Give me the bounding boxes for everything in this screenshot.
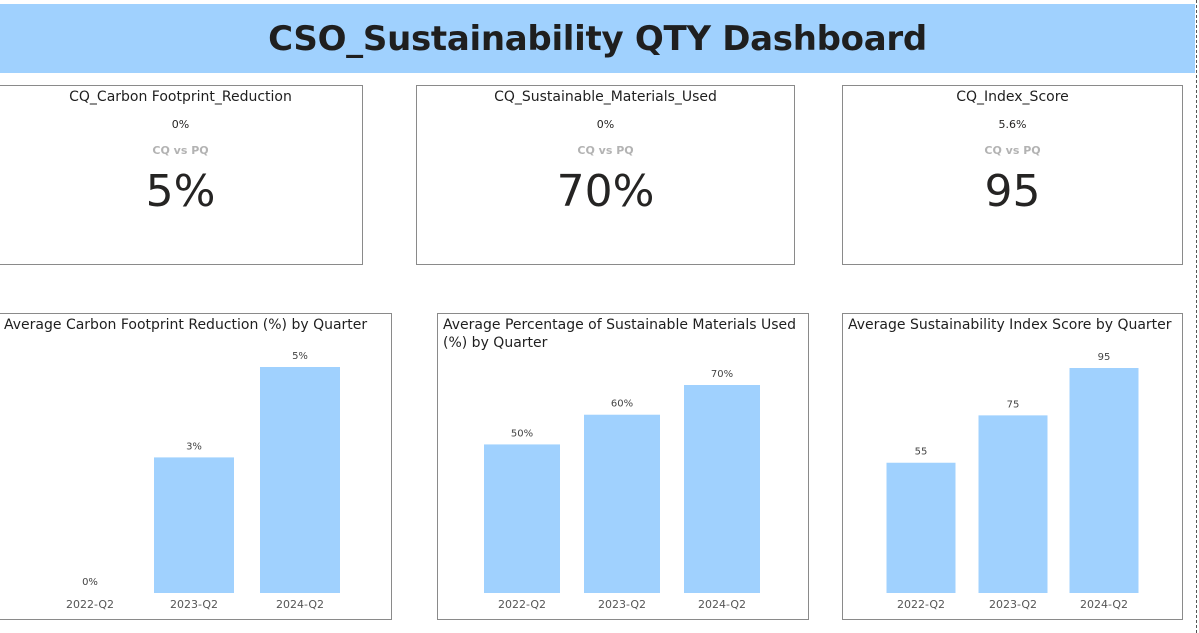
x-tick-label: 2024-Q2	[276, 598, 324, 611]
x-tick-label: 2024-Q2	[698, 598, 746, 611]
kpi-change: 0%	[171, 118, 190, 131]
bar-2024-Q2[interactable]	[1069, 368, 1139, 593]
kpi-value: 5%	[145, 166, 216, 217]
data-label: 50%	[511, 428, 533, 439]
bar-2024-Q2[interactable]	[260, 367, 340, 593]
kpi-comparison-label: CQ vs PQ	[577, 144, 634, 157]
chart-carbon-footprint[interactable]: Average Carbon Footprint Reduction (%) b…	[0, 313, 392, 620]
chart-index-score[interactable]: Average Sustainability Index Score by Qu…	[842, 313, 1183, 620]
kpi-card-sustainable-materials[interactable]: CQ_Sustainable_Materials_Used 0% CQ vs P…	[416, 85, 795, 265]
bar-2023-Q2[interactable]	[154, 457, 234, 593]
kpi-comparison-label: CQ vs PQ	[984, 144, 1041, 157]
x-tick-label: 2023-Q2	[170, 598, 218, 611]
kpi-value: 95	[984, 166, 1041, 217]
chart-plot: 55 2022-Q2 75 2023-Q2 95 2024-Q2	[886, 352, 1139, 611]
data-label: 75	[1007, 399, 1020, 410]
bar-2024-Q2[interactable]	[684, 385, 760, 593]
chart-title: Average Carbon Footprint Reduction (%) b…	[4, 317, 368, 333]
data-label: 0%	[82, 577, 98, 588]
bar-2022-Q2[interactable]	[484, 444, 560, 593]
kpi-change: 5.6%	[998, 118, 1027, 131]
chart-plot: 0% 2022-Q2 3% 2023-Q2 5% 2024-Q2	[66, 351, 340, 611]
x-tick-label: 2023-Q2	[989, 598, 1037, 611]
dashboard-title: CSO_Sustainability QTY Dashboard	[268, 18, 927, 59]
x-tick-label: 2022-Q2	[498, 598, 546, 611]
data-label: 70%	[711, 369, 733, 380]
data-label: 55	[915, 447, 928, 458]
bar-2023-Q2[interactable]	[978, 415, 1048, 593]
kpi-card-carbon-footprint[interactable]: CQ_Carbon Footprint_Reduction 0% CQ vs P…	[0, 85, 363, 265]
x-tick-label: 2024-Q2	[1080, 598, 1128, 611]
chart-plot: 50% 2022-Q2 60% 2023-Q2 70% 2024-Q2	[484, 369, 760, 611]
data-label: 5%	[292, 351, 308, 362]
x-tick-label: 2023-Q2	[598, 598, 646, 611]
data-label: 3%	[186, 441, 202, 452]
dashboard-header: CSO_Sustainability QTY Dashboard	[0, 4, 1195, 73]
kpi-comparison-label: CQ vs PQ	[152, 144, 209, 157]
bar-2023-Q2[interactable]	[584, 414, 660, 593]
bar-2022-Q2[interactable]	[886, 462, 956, 593]
kpi-value: 70%	[556, 166, 655, 217]
chart-title: Average Sustainability Index Score by Qu…	[848, 317, 1172, 333]
kpi-card-index-score[interactable]: CQ_Index_Score 5.6% CQ vs PQ 95	[842, 85, 1183, 265]
chart-title: Average Percentage of Sustainable Materi…	[443, 317, 797, 351]
x-tick-label: 2022-Q2	[897, 598, 945, 611]
kpi-change: 0%	[596, 118, 615, 131]
kpi-title: CQ_Carbon Footprint_Reduction	[69, 89, 292, 105]
data-label: 95	[1098, 352, 1111, 363]
kpi-title: CQ_Sustainable_Materials_Used	[494, 89, 717, 105]
chart-sustainable-materials[interactable]: Average Percentage of Sustainable Materi…	[437, 313, 809, 620]
data-label: 60%	[611, 399, 633, 410]
canvas-border	[1196, 0, 1197, 633]
x-tick-label: 2022-Q2	[66, 598, 114, 611]
kpi-title: CQ_Index_Score	[956, 89, 1069, 105]
